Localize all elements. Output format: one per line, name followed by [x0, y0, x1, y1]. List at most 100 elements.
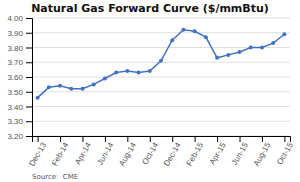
point [170, 38, 174, 42]
x-tick-mark [217, 136, 218, 142]
y-tick-label: 4.00 [7, 14, 23, 23]
marks [36, 28, 287, 100]
x-tick-mark [82, 136, 83, 142]
point [238, 50, 242, 54]
x-tick-label: Feb-15 [185, 141, 206, 168]
y-tick-label: 3.90 [7, 29, 23, 38]
x-tick: Dec-14 [162, 136, 183, 168]
y-tick: 3.80 [7, 44, 32, 53]
y-tick-label: 3.70 [7, 58, 23, 67]
y-tick: 3.90 [7, 29, 32, 38]
y-axis-line [26, 19, 33, 137]
y-tick-mark [26, 18, 32, 19]
x-tick-mark [195, 136, 196, 142]
y-tick-label: 3.80 [7, 44, 23, 53]
y-tick-mark [26, 48, 32, 49]
point [181, 28, 185, 32]
grid-line [32, 18, 290, 19]
y-tick: 3.20 [7, 132, 32, 141]
y-tick-mark [26, 62, 32, 63]
point [47, 85, 51, 89]
x-tick: Apr-15 [208, 136, 228, 166]
x-tick: Jun-15 [230, 136, 250, 167]
x-tick-label: Aug-15 [252, 140, 273, 167]
grid-line [32, 91, 290, 92]
y-tick-label: 3.20 [7, 132, 23, 141]
point [282, 32, 286, 36]
x-tick: Oct-14 [140, 136, 160, 166]
y-tick: 3.70 [7, 58, 32, 67]
y-tick-mark [26, 92, 32, 93]
x-tick-label: Dec-13 [27, 141, 48, 168]
x-tick-label: Jun-15 [230, 141, 250, 167]
x-tick-mark [284, 136, 285, 142]
y-tick-label: 3.30 [7, 117, 23, 126]
y-tick-mark [26, 107, 32, 108]
point [215, 56, 219, 60]
chart-svg: 3.20 3.30 3.40 3.50 3.60 3.70 3.80 3.90 4.00 Dec-… [0, 0, 300, 182]
x-tick: Aug-15 [252, 136, 273, 168]
x-tick-label: Apr-14 [73, 140, 93, 166]
y-tick: 3.50 [7, 88, 32, 97]
x-tick-label: Oct-15 [275, 141, 295, 167]
x-tick: Feb-14 [50, 136, 71, 167]
point [80, 87, 84, 91]
line [38, 30, 285, 98]
grid-line [32, 121, 290, 122]
point [271, 41, 275, 45]
x-tick-mark [262, 136, 263, 142]
x-tick: Jun-14 [95, 136, 115, 167]
x-tick-label: Apr-15 [208, 140, 228, 166]
x-tick-mark [38, 136, 39, 142]
chart-container: 3.20 3.30 3.40 3.50 3.60 3.70 3.80 3.90 4.00 Dec-… [0, 0, 300, 182]
y-tick-label: 3.40 [7, 103, 23, 112]
y-axis: 3.20 3.30 3.40 3.50 3.60 3.70 3.80 3.90 4.00 [7, 14, 32, 141]
point [92, 82, 96, 86]
point [260, 46, 264, 50]
grid-line [32, 106, 290, 107]
grid-line [32, 77, 290, 78]
y-tick: 3.40 [7, 103, 32, 112]
y-tick: 3.30 [7, 117, 32, 126]
y-tick-mark [26, 121, 32, 122]
y-tick: 3.60 [7, 73, 32, 82]
x-tick-label: Dec-14 [162, 141, 183, 168]
x-tick-mark [127, 136, 128, 142]
point [148, 69, 152, 73]
source-label: Source: CME [32, 173, 78, 181]
point [204, 35, 208, 39]
x-tick-label: Oct-14 [140, 141, 160, 167]
x-axis: Dec-13Feb-14Apr-14Jun-14Aug-14Oct-14Dec-… [27, 136, 295, 168]
x-tick-mark [240, 136, 241, 142]
x-tick: Oct-15 [275, 136, 295, 166]
x-tick-label: Jun-14 [95, 141, 115, 167]
y-tick: 4.00 [7, 14, 32, 23]
x-tick-label: Feb-14 [50, 141, 71, 168]
x-axis-line [33, 137, 291, 143]
y-tick-mark [26, 136, 32, 137]
x-tick-mark [60, 136, 61, 142]
y-tick-label: 3.50 [7, 88, 23, 97]
x-tick: Dec-13 [27, 136, 48, 168]
plot: 3.20 3.30 3.40 3.50 3.60 3.70 3.80 3.90 4.00 Dec-… [7, 14, 295, 168]
point [103, 76, 107, 80]
x-tick-label: Aug-14 [117, 140, 138, 167]
point [36, 96, 40, 100]
grid-line [32, 32, 290, 33]
x-tick: Feb-15 [185, 136, 206, 167]
x-tick: Apr-14 [73, 136, 93, 166]
y-tick-label: 3.60 [7, 73, 23, 82]
x-tick: Aug-14 [117, 136, 138, 168]
point [69, 87, 73, 91]
point [249, 46, 253, 50]
point [193, 29, 197, 33]
grid [32, 18, 290, 136]
x-tick-mark [172, 136, 173, 142]
y-tick-mark [26, 77, 32, 78]
point [226, 53, 230, 57]
point [125, 69, 129, 73]
title: Natural Gas Forward Curve ($/mmBtu) [31, 2, 269, 15]
point [159, 59, 163, 63]
x-tick-mark [105, 136, 106, 142]
point [114, 71, 118, 75]
